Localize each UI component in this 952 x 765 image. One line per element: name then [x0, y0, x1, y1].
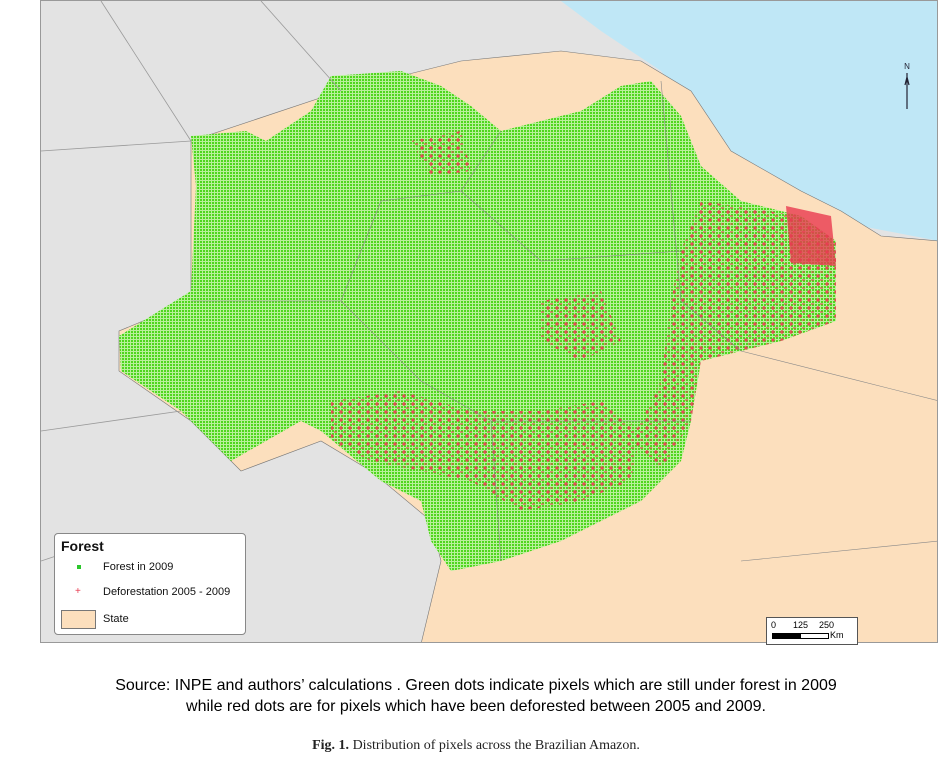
- deforestation-cluster-central: [541, 291, 621, 361]
- source-line-2: while red dots are for pixels which have…: [186, 698, 766, 715]
- deforestation-cluster-east: [631, 201, 836, 471]
- caption-text: Distribution of pixels across the Brazil…: [349, 738, 640, 753]
- scale-tick-250: 250: [819, 620, 835, 630]
- legend-title: Forest: [61, 538, 104, 554]
- state-borders: [191, 80, 937, 562]
- scale-tick-125: 125: [793, 620, 809, 630]
- north-arrow: N: [902, 62, 912, 113]
- country-borders: [41, 1, 342, 562]
- forest-dot-icon: [77, 565, 81, 569]
- deforestation-cluster-north: [411, 131, 471, 176]
- state-swatch-icon: [61, 610, 96, 629]
- legend-item-deforestation: Deforestation 2005 - 2009: [103, 586, 231, 598]
- north-label: N: [904, 62, 910, 71]
- source-line-1: Source: INPE and authors’ calculations .…: [115, 677, 837, 694]
- legend-item-state: State: [103, 613, 129, 625]
- ocean: [561, 1, 937, 241]
- map-canvas: [41, 1, 937, 642]
- deforestation-cluster-northeast: [786, 206, 836, 266]
- map-legend: Forest Forest in 2009 + Deforestation 20…: [54, 533, 246, 635]
- caption-label: Fig. 1.: [312, 738, 350, 753]
- scale-bar: 0 125 250 Km: [766, 617, 858, 645]
- deforestation-plus-icon: +: [75, 586, 81, 597]
- figure-caption: Fig. 1. Distribution of pixels across th…: [0, 738, 952, 754]
- legend-item-forest: Forest in 2009: [103, 561, 174, 573]
- scale-tick-0: 0: [771, 620, 777, 630]
- north-arrow-icon: [904, 73, 910, 109]
- amazon-map: [40, 0, 938, 643]
- scale-unit: Km: [830, 630, 844, 640]
